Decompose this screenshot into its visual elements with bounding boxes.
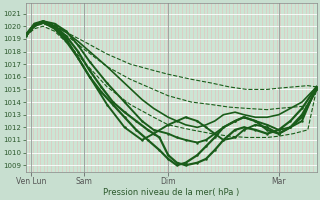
X-axis label: Pression niveau de la mer( hPa ): Pression niveau de la mer( hPa ) [103,188,239,197]
